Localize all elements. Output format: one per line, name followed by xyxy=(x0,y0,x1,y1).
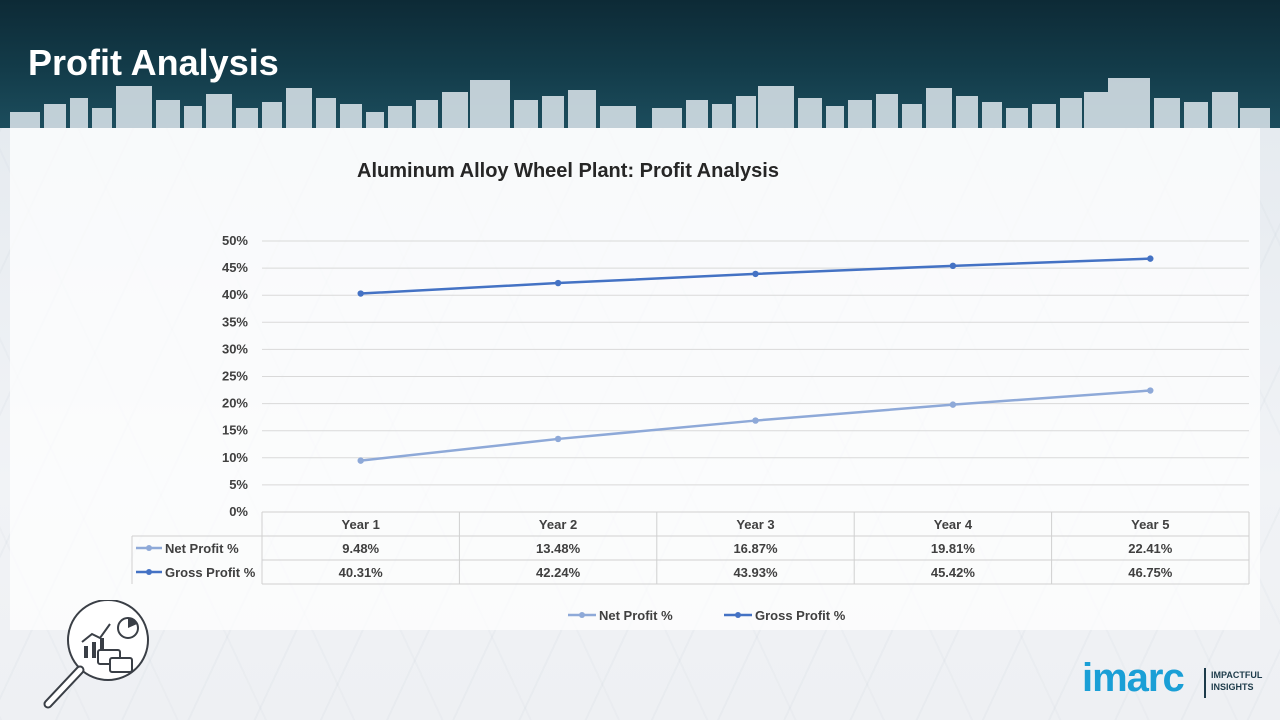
x-category-label: Year 3 xyxy=(736,517,774,532)
data-label: 13.48% xyxy=(536,541,581,556)
y-tick-label: 40% xyxy=(222,287,248,302)
legend-label: Gross Profit % xyxy=(755,608,846,623)
imarc-logo: imarc IMPACTFUL INSIGHTS xyxy=(1080,656,1270,708)
chart-panel: Aluminum Alloy Wheel Plant: Profit Analy… xyxy=(10,128,1260,630)
y-tick-label: 0% xyxy=(229,504,248,519)
y-tick-label: 15% xyxy=(222,423,248,438)
header-banner: Profit Analysis xyxy=(0,0,1280,128)
legend: Net Profit % Gross Profit % xyxy=(568,608,846,623)
data-point xyxy=(357,457,364,464)
data-point xyxy=(752,270,759,278)
y-axis-tick-labels: 0% 5% 10% 15% 20% 25% 30% 35% 40% 45% 50% xyxy=(222,233,248,519)
data-label: 42.24% xyxy=(536,565,581,580)
data-point xyxy=(752,417,759,424)
data-label: 19.81% xyxy=(931,541,976,556)
page-title: Profit Analysis xyxy=(28,42,279,83)
data-label: 16.87% xyxy=(733,541,778,556)
y-tick-label: 25% xyxy=(222,369,248,384)
series-line xyxy=(360,389,1151,462)
logo-tagline: IMPACTFUL INSIGHTS xyxy=(1211,669,1271,693)
data-point xyxy=(554,435,562,443)
data-label: 46.75% xyxy=(1128,565,1173,580)
legend-label: Net Profit % xyxy=(599,608,673,623)
data-table: Year 1 Year 2 Year 3 Year 4 Year 5 Net Profit… xyxy=(131,511,1250,585)
y-tick-label: 45% xyxy=(222,260,248,275)
gridlines xyxy=(262,240,1249,513)
y-tick-label: 20% xyxy=(222,396,248,411)
data-point xyxy=(1147,255,1154,262)
table-series-name: Net Profit % xyxy=(165,541,239,556)
x-category-label: Year 1 xyxy=(342,517,380,532)
data-label: 45.42% xyxy=(931,565,976,580)
y-tick-label: 10% xyxy=(222,450,248,465)
legend-marker xyxy=(579,612,585,618)
chart-title: Aluminum Alloy Wheel Plant: Profit Analy… xyxy=(357,160,779,182)
city-skyline-graphic xyxy=(10,78,1270,128)
logo-wordmark: imarc xyxy=(1082,656,1185,700)
y-tick-label: 35% xyxy=(222,314,248,329)
table-legend-marker xyxy=(146,569,152,575)
data-label: 43.93% xyxy=(733,565,778,580)
series-lines xyxy=(357,255,1154,464)
table-series-name: Gross Profit % xyxy=(165,565,256,580)
y-tick-label: 30% xyxy=(222,341,248,356)
x-category-label: Year 4 xyxy=(934,517,973,532)
magnifier-analytics-icon xyxy=(43,600,149,709)
logo-tagline-line1: IMPACTFUL xyxy=(1211,670,1263,680)
logo-divider xyxy=(1204,668,1206,698)
data-point xyxy=(949,262,957,270)
y-tick-label: 5% xyxy=(229,477,248,492)
data-point xyxy=(949,401,957,408)
data-point xyxy=(357,290,364,297)
data-point xyxy=(554,279,562,287)
x-category-label: Year 2 xyxy=(539,517,577,532)
y-tick-label: 50% xyxy=(222,233,248,248)
table-legend-marker xyxy=(146,545,152,551)
data-label: 9.48% xyxy=(342,541,379,556)
x-category-label: Year 5 xyxy=(1131,517,1169,532)
profit-line-chart: Aluminum Alloy Wheel Plant: Profit Analy… xyxy=(131,160,1250,623)
data-point xyxy=(1147,387,1154,394)
legend-marker xyxy=(735,612,741,618)
data-label: 40.31% xyxy=(339,565,384,580)
data-label: 22.41% xyxy=(1128,541,1173,556)
logo-tagline-line2: INSIGHTS xyxy=(1211,682,1254,692)
